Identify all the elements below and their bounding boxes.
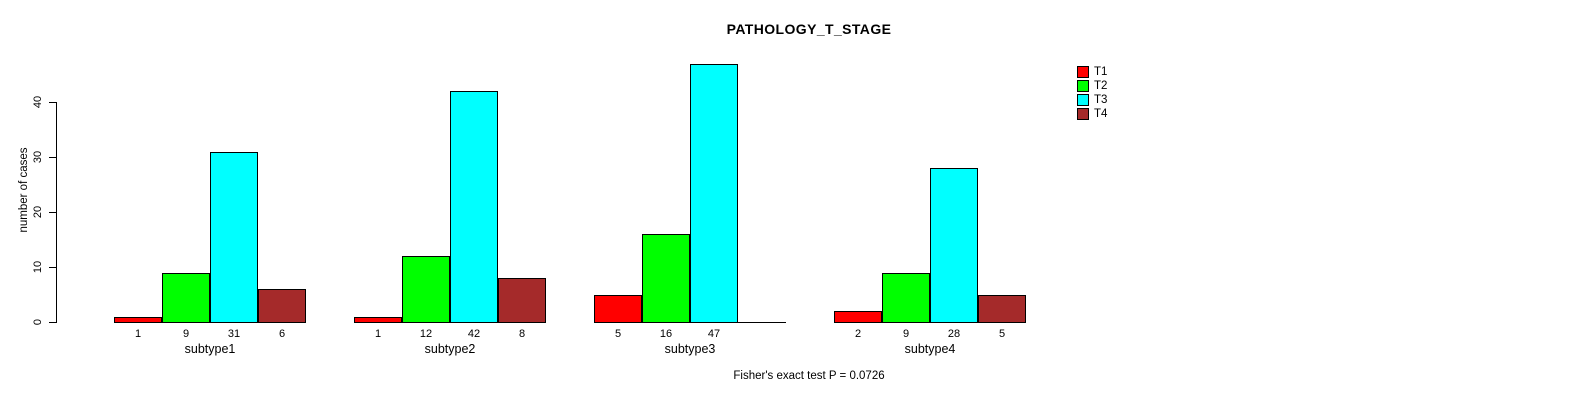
bar-value-label: 8 [518,328,526,340]
bar-t3-subtype3 [690,63,738,323]
bar-value-label: 42 [467,328,481,340]
bar-value-label: 1 [374,328,382,340]
legend-swatch-t4 [1077,108,1089,120]
x-category-label: subtype2 [424,342,476,356]
bar-t3-subtype4 [930,168,978,323]
bar-value-label: 2 [854,328,862,340]
legend-swatch-t3 [1077,94,1089,106]
bar-t3-subtype2 [450,91,498,323]
bar-t1-subtype2 [354,316,402,323]
y-axis-tick-label: 40 [32,95,44,109]
bar-t1-subtype4 [834,311,882,323]
legend-swatch-t1 [1077,66,1089,78]
bar-t2-subtype4 [882,272,930,323]
bar-t4-subtype3-zero [738,322,786,323]
bar-value-label: 1 [134,328,142,340]
bar-value-label: 5 [614,328,622,340]
bar-value-label: 12 [419,328,433,340]
legend: T1 T2 T3 T4 [1077,65,1107,121]
y-axis-tick [49,102,56,103]
legend-label: T4 [1094,108,1108,120]
y-axis-title: number of cases [18,147,30,233]
y-axis-tick [49,212,56,213]
bar-t1-subtype3 [594,294,642,323]
legend-swatch-t2 [1077,80,1089,92]
legend-item-t1: T1 [1077,65,1107,79]
legend-item-t3: T3 [1077,93,1107,107]
bar-t1-subtype1 [114,316,162,323]
legend-label: T2 [1094,80,1108,92]
y-axis-tick [49,267,56,268]
y-axis-tick-label: 20 [32,205,44,219]
x-category-label: subtype3 [664,342,716,356]
bar-value-label: 6 [278,328,286,340]
bar-t2-subtype2 [402,256,450,323]
y-axis-tick [49,157,56,158]
bar-t4-subtype1 [258,289,306,323]
bar-value-label: 9 [182,328,190,340]
y-axis-tick-label: 10 [32,260,44,274]
bar-value-label: 9 [902,328,910,340]
chart-title: PATHOLOGY_T_STAGE [726,21,892,37]
bar-value-label: 5 [998,328,1006,340]
y-axis-tick-label: 30 [32,150,44,164]
bar-t4-subtype2 [498,278,546,323]
legend-label: T1 [1094,66,1108,78]
y-axis-line [56,102,57,323]
y-axis-tick-label: 0 [32,318,44,326]
x-category-label: subtype4 [904,342,956,356]
x-category-label: subtype1 [184,342,236,356]
bar-t2-subtype1 [162,272,210,323]
bar-t2-subtype3 [642,234,690,323]
bar-value-label: 31 [227,328,241,340]
bar-value-label: 47 [707,328,721,340]
legend-label: T3 [1094,94,1108,106]
bar-value-label: 16 [659,328,673,340]
bar-t3-subtype1 [210,151,258,323]
legend-item-t4: T4 [1077,107,1107,121]
bar-t4-subtype4 [978,294,1026,323]
annotation-fisher-test: Fisher's exact test P = 0.0726 [733,370,885,382]
y-axis-tick [49,322,56,323]
bar-value-label: 28 [947,328,961,340]
legend-item-t2: T2 [1077,79,1107,93]
